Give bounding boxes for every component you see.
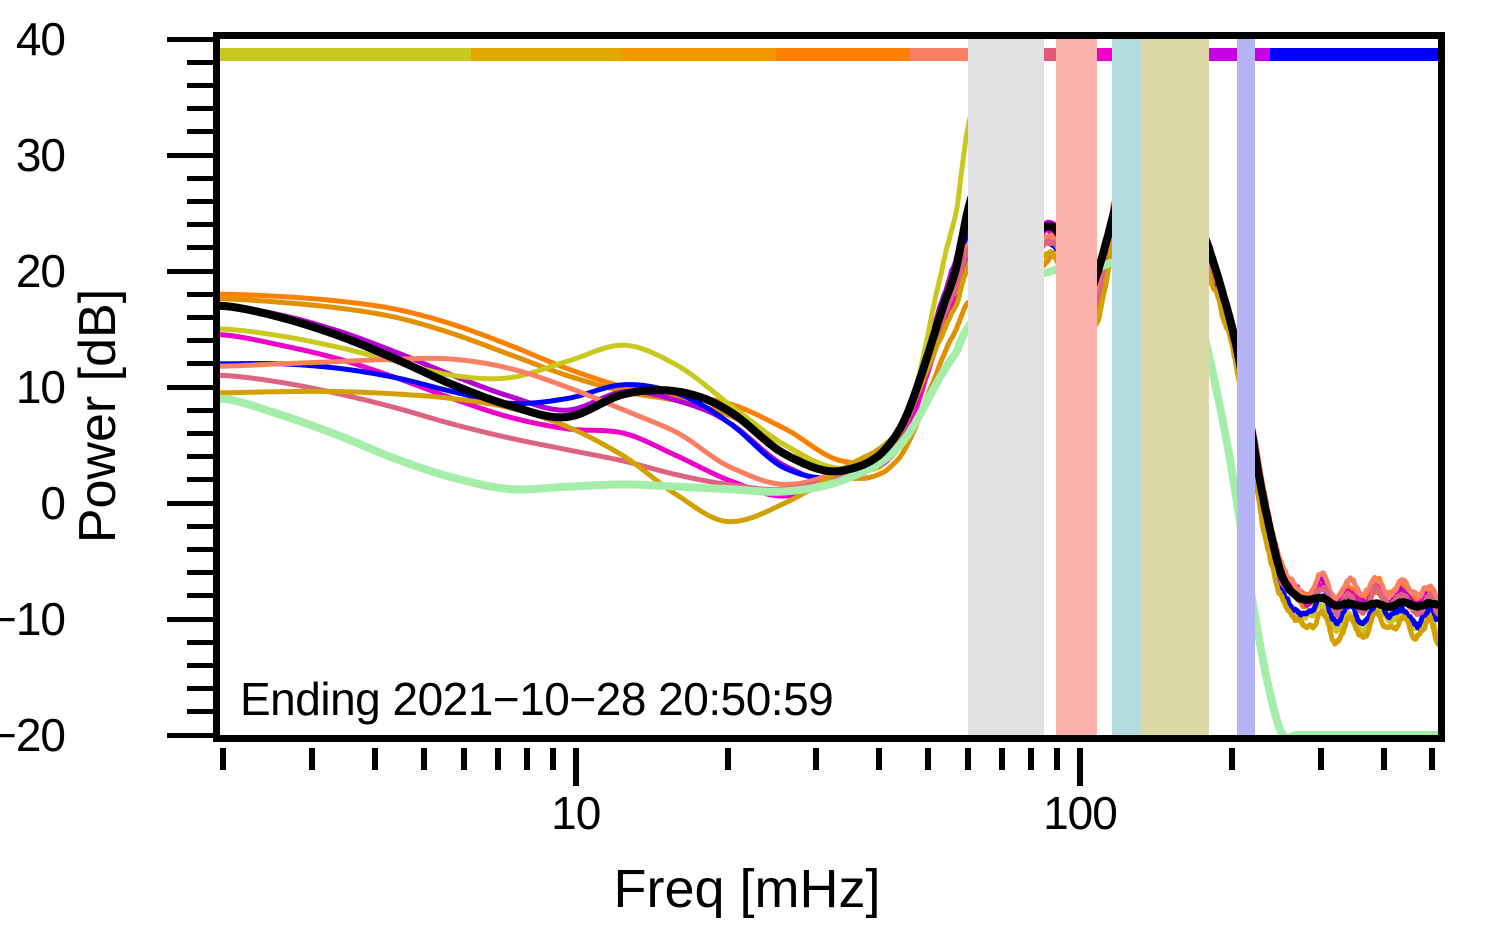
ending-timestamp-annotation: Ending 2021−10−28 20:50:59: [240, 673, 834, 725]
x-minor-tick: [1228, 748, 1235, 770]
x-major-tick: [572, 748, 579, 786]
spectrum-curves: [220, 107, 1438, 735]
x-minor-tick: [549, 748, 556, 770]
x-minor-tick: [813, 748, 820, 770]
y-major-tick: [167, 616, 213, 622]
x-minor-tick: [1028, 748, 1035, 770]
band-khaki: [1142, 39, 1209, 735]
colorbar-segment: [776, 48, 910, 61]
x-minor-tick: [309, 748, 316, 770]
y-tick-label: −20: [0, 709, 66, 761]
y-minor-tick: [187, 198, 213, 204]
y-minor-tick: [187, 59, 213, 65]
plot-area: [220, 39, 1438, 735]
y-minor-tick: [187, 222, 213, 228]
y-minor-tick: [187, 639, 213, 645]
x-minor-tick: [494, 748, 501, 770]
x-axis: 10 100: [0, 742, 1494, 952]
x-minor-tick: [1429, 748, 1436, 770]
y-minor-tick: [187, 106, 213, 112]
y-axis-title: Power [dB]: [69, 288, 127, 544]
colorbar-segment: [471, 48, 622, 61]
band-pink: [1055, 39, 1097, 735]
y-major-tick: [167, 500, 213, 506]
x-tick-label: 100: [1043, 787, 1118, 839]
x-minor-tick: [420, 748, 427, 770]
y-minor-tick: [187, 314, 213, 320]
colorbar-segment: [1269, 48, 1438, 61]
x-minor-tick: [724, 748, 731, 770]
y-minor-tick: [187, 709, 213, 715]
x-minor-tick: [876, 748, 883, 770]
y-axis: 40 30 20 10 0 −10 −20: [0, 0, 213, 952]
colorbar-segment: [909, 48, 976, 61]
y-tick-label: 30: [15, 129, 66, 181]
y-minor-tick: [187, 546, 213, 552]
y-major-tick: [167, 152, 213, 158]
band-teal: [1112, 39, 1143, 735]
y-minor-tick: [187, 407, 213, 413]
y-minor-tick: [187, 454, 213, 460]
trace-black-mean: [220, 170, 1438, 612]
x-minor-tick: [925, 748, 932, 770]
y-minor-tick: [187, 82, 213, 88]
y-major-tick: [167, 732, 213, 738]
y-minor-tick: [187, 361, 213, 367]
x-major-tick: [1076, 748, 1083, 786]
band-gray: [968, 39, 1045, 735]
x-tick-label: 10: [551, 787, 601, 839]
x-minor-tick: [1053, 748, 1060, 770]
y-minor-tick: [187, 430, 213, 436]
y-major-tick: [167, 268, 213, 274]
y-minor-tick: [187, 523, 213, 529]
y-minor-tick: [187, 291, 213, 297]
x-axis-title: Freq [mHz]: [613, 859, 881, 919]
x-minor-tick: [1317, 748, 1324, 770]
y-minor-tick: [187, 129, 213, 135]
y-minor-tick: [187, 477, 213, 483]
highlight-bands: [220, 39, 1438, 735]
x-minor-tick: [372, 748, 379, 770]
x-minor-tick: [220, 748, 227, 770]
y-minor-tick: [187, 570, 213, 576]
y-minor-tick: [187, 338, 213, 344]
colorbar-segment: [621, 48, 777, 61]
x-minor-tick: [998, 748, 1005, 770]
x-minor-tick: [1380, 748, 1387, 770]
colorbar-segment: [220, 48, 472, 61]
y-tick-label: 10: [15, 361, 66, 413]
band-purple: [1237, 39, 1255, 735]
x-minor-tick: [460, 748, 467, 770]
y-minor-tick: [187, 686, 213, 692]
y-major-tick: [167, 36, 213, 42]
y-minor-tick: [187, 593, 213, 599]
y-minor-tick: [187, 175, 213, 181]
trace-lightgreen: [220, 242, 1438, 735]
x-minor-tick: [965, 748, 972, 770]
y-tick-label: 20: [15, 245, 66, 297]
y-tick-label: 40: [15, 13, 66, 65]
x-minor-tick: [523, 748, 530, 770]
y-minor-tick: [187, 245, 213, 251]
y-tick-label: 0: [40, 477, 66, 529]
y-major-tick: [167, 384, 213, 390]
y-minor-tick: [187, 662, 213, 668]
y-tick-label: −10: [0, 593, 66, 645]
